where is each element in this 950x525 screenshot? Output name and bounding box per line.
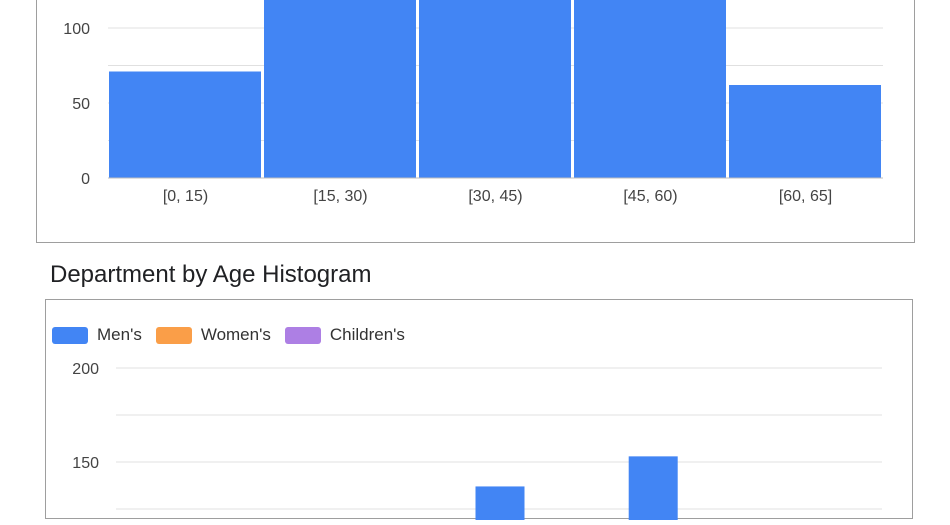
legend-label-childrens: Children's: [329, 325, 405, 344]
histogram-bar: [729, 85, 881, 178]
histogram-bar: [109, 71, 261, 178]
histogram-bar: [628, 456, 678, 525]
chart-title: Department by Age Histogram: [50, 261, 372, 288]
x-tick-label: [60, 65]: [779, 188, 832, 205]
x-tick-label: [0, 15): [163, 188, 208, 205]
legend-label-mens: Men's: [97, 325, 142, 344]
y-tick-label: 0: [81, 171, 90, 188]
x-tick-label: [45, 60): [623, 188, 677, 205]
legend-swatch-womens: [155, 326, 192, 344]
histogram-bar: [419, 0, 571, 178]
legend-swatch-childrens: [284, 326, 321, 344]
y-tick-label: 100: [63, 21, 90, 38]
histogram-bar: [574, 0, 726, 178]
legend-item-womens[interactable]: Women's: [155, 325, 271, 345]
chart-legend: Men's Women's Children's: [52, 325, 419, 345]
histogram-bar: [264, 0, 416, 178]
x-tick-label: [30, 45): [468, 188, 522, 205]
histogram-bar: [475, 486, 525, 525]
age-histogram-chart: 0 50 100 [0, 15) [15, 30) [30, 45) [45, 60) [60…: [63, 0, 883, 205]
legend-label-womens: Women's: [200, 325, 271, 344]
x-tick-label: [15, 30): [313, 188, 367, 205]
legend-swatch-mens: [52, 326, 88, 344]
histogram-panel-top: 0 50 100 [0, 15) [15, 30) [30, 45) [45, 60) [60…: [36, 0, 915, 243]
y-tick-label: 50: [72, 96, 90, 113]
y-tick-label: 200: [72, 361, 99, 378]
legend-item-childrens[interactable]: Children's: [284, 325, 405, 345]
y-tick-label: 150: [72, 455, 99, 472]
legend-item-mens[interactable]: Men's: [52, 325, 142, 345]
